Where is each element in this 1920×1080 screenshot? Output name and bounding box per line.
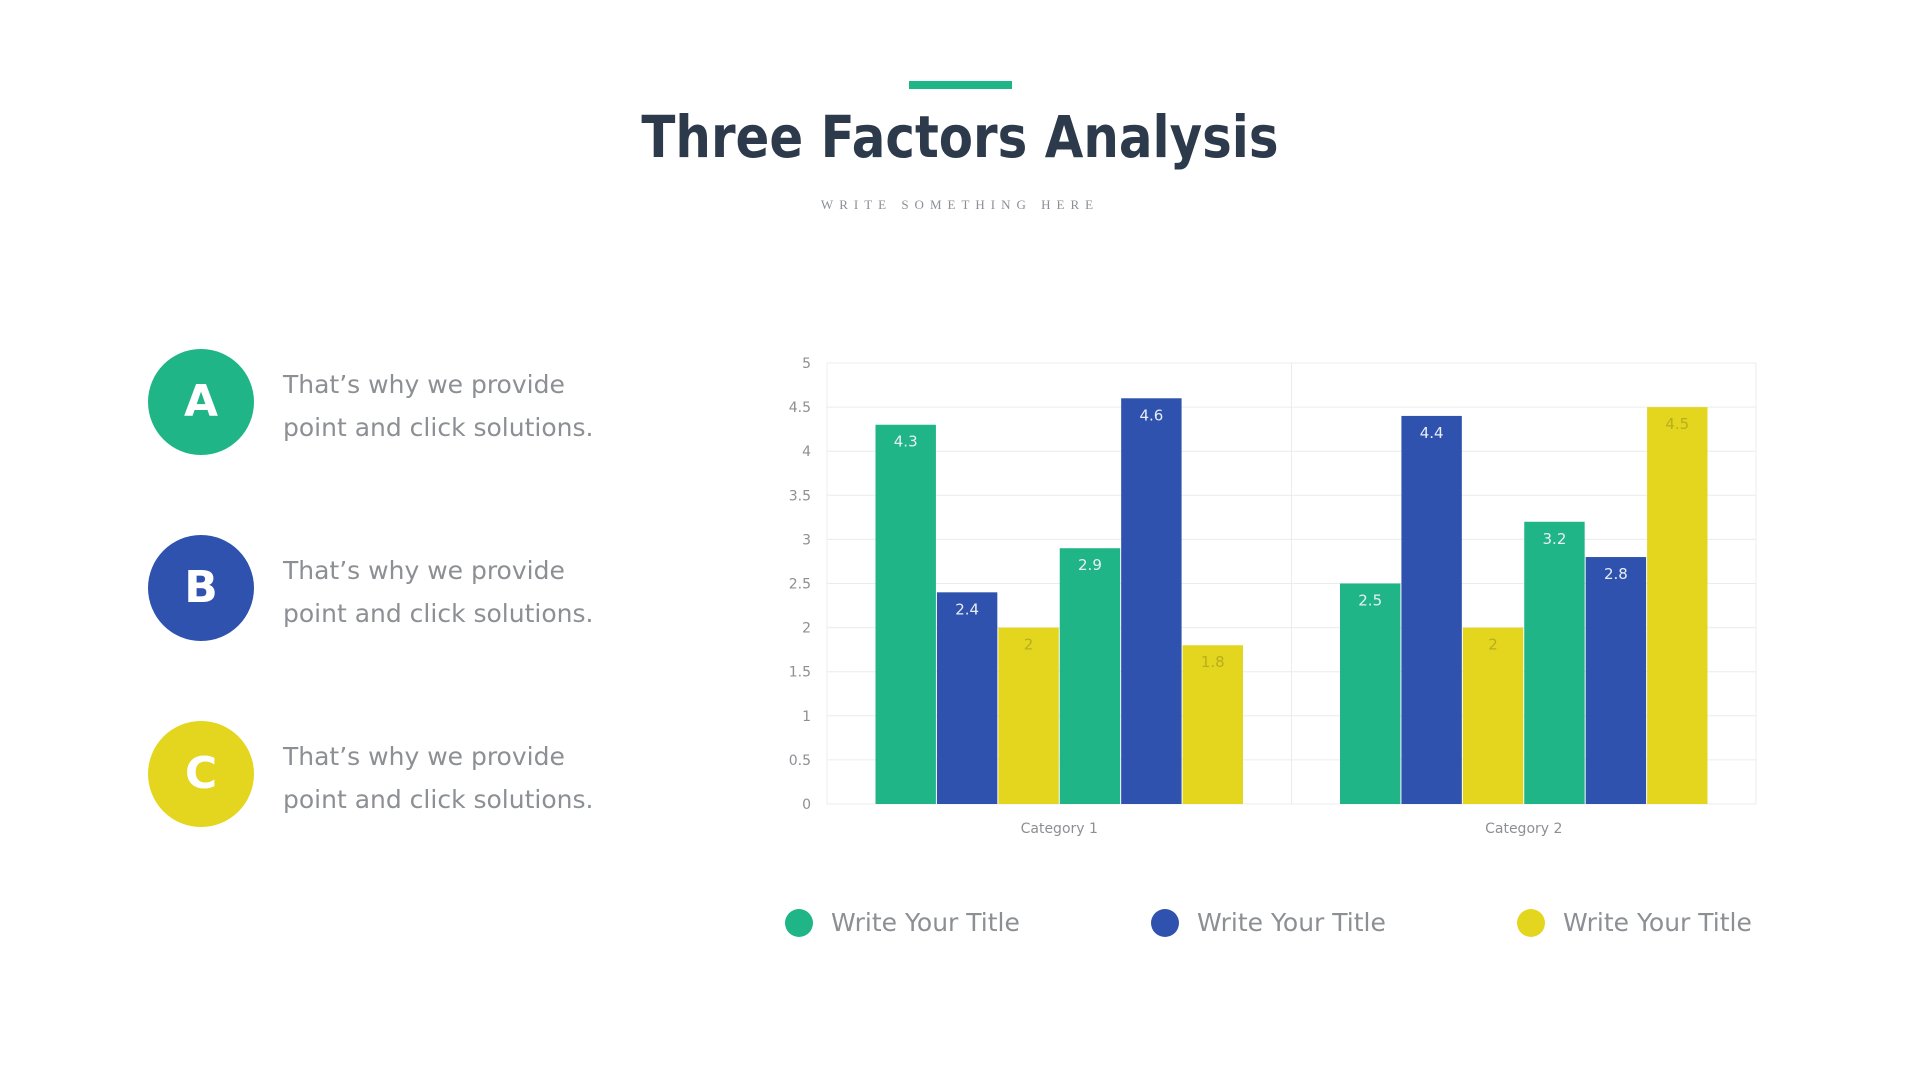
bar-cat1-4: [1059, 548, 1121, 804]
y-tick-label-7: 3.5: [789, 488, 811, 504]
bar-cat2-5: [1585, 557, 1647, 804]
bar-cat1-6: [1182, 645, 1243, 804]
factor-c-text: That’s why we provide point and click so…: [283, 735, 703, 821]
data-label-cat2-1: 2.5: [1358, 592, 1382, 610]
x-tick-label-2: Category 2: [1485, 821, 1562, 837]
factor-a-text-line1: That’s why we provide: [283, 370, 565, 399]
data-label-cat2-2: 4.4: [1420, 424, 1444, 442]
bar-cat1-3: [998, 627, 1059, 804]
title-accent-bar: [909, 81, 1012, 89]
data-label-cat1-1: 4.3: [894, 433, 918, 451]
bar-cat2-1: [1340, 583, 1401, 804]
factor-a-text: That’s why we provide point and click so…: [283, 363, 703, 449]
factor-c-text-line1: That’s why we provide: [283, 742, 565, 771]
y-tick-label-0: 0: [802, 797, 811, 813]
bar-cat2-3: [1462, 627, 1524, 804]
data-label-cat1-4: 2.9: [1078, 556, 1102, 574]
y-tick-label-5: 2.5: [789, 577, 811, 593]
factor-b-text-line2: point and click solutions.: [283, 599, 594, 628]
legend-dot-series-3: [1517, 909, 1545, 937]
bar-chart: 0 0.5 1 1.5 2 2.5 3 3.5 4 4.5 5 4.3 2.4 2 2.9 4.6 1.8 Cat…: [789, 356, 1757, 837]
factor-c-text-line2: point and click solutions.: [283, 785, 594, 814]
legend-dot-series-2: [1151, 909, 1179, 937]
y-tick-label-10: 5: [802, 356, 811, 372]
factor-a-badge: A: [148, 349, 254, 455]
data-label-cat2-3: 2: [1488, 636, 1498, 654]
x-tick-label-1: Category 1: [1021, 821, 1098, 837]
data-label-cat1-6: 1.8: [1201, 653, 1225, 671]
factor-a: A That’s why we provide point and click …: [148, 349, 748, 459]
legend-dot-series-1: [785, 909, 813, 937]
bar-cat1-5: [1121, 398, 1182, 804]
legend-label-series-3: Write Your Title: [1563, 908, 1752, 937]
factor-c-badge: C: [148, 721, 254, 827]
legend-label-series-1: Write Your Title: [831, 908, 1020, 937]
y-tick-label-3: 1.5: [789, 665, 811, 681]
y-tick-label-4: 2: [802, 621, 811, 637]
y-tick-label-6: 3: [802, 532, 811, 548]
y-tick-label-9: 4.5: [789, 400, 811, 416]
data-label-cat1-3: 2: [1024, 636, 1034, 654]
page-title: Three Factors Analysis: [641, 103, 1279, 171]
factor-c: C That’s why we provide point and click …: [148, 721, 748, 831]
bar-cat2-4: [1524, 521, 1585, 804]
data-label-cat2-4: 3.2: [1543, 530, 1567, 548]
factor-b-badge: B: [148, 535, 254, 641]
data-label-cat2-5: 2.8: [1604, 565, 1628, 583]
factor-a-text-line2: point and click solutions.: [283, 413, 594, 442]
data-label-cat1-5: 4.6: [1139, 406, 1163, 424]
y-tick-label-1: 0.5: [789, 753, 811, 769]
factor-b-text: That’s why we provide point and click so…: [283, 549, 703, 635]
y-tick-label-8: 4: [802, 444, 811, 460]
factor-b: B That’s why we provide point and click …: [148, 535, 748, 645]
bar-cat1-1: [875, 424, 936, 804]
bar-cat2-2: [1401, 415, 1462, 804]
bar-cat2-6: [1647, 407, 1708, 804]
y-tick-label-2: 1: [802, 709, 811, 725]
data-label-cat2-6: 4.5: [1665, 415, 1689, 433]
data-label-cat1-2: 2.4: [955, 600, 979, 618]
bar-cat1-2: [936, 592, 998, 804]
page-subtitle: WRITE SOMETHING HERE: [820, 197, 1100, 212]
legend-label-series-2: Write Your Title: [1197, 908, 1386, 937]
factor-b-text-line1: That’s why we provide: [283, 556, 565, 585]
